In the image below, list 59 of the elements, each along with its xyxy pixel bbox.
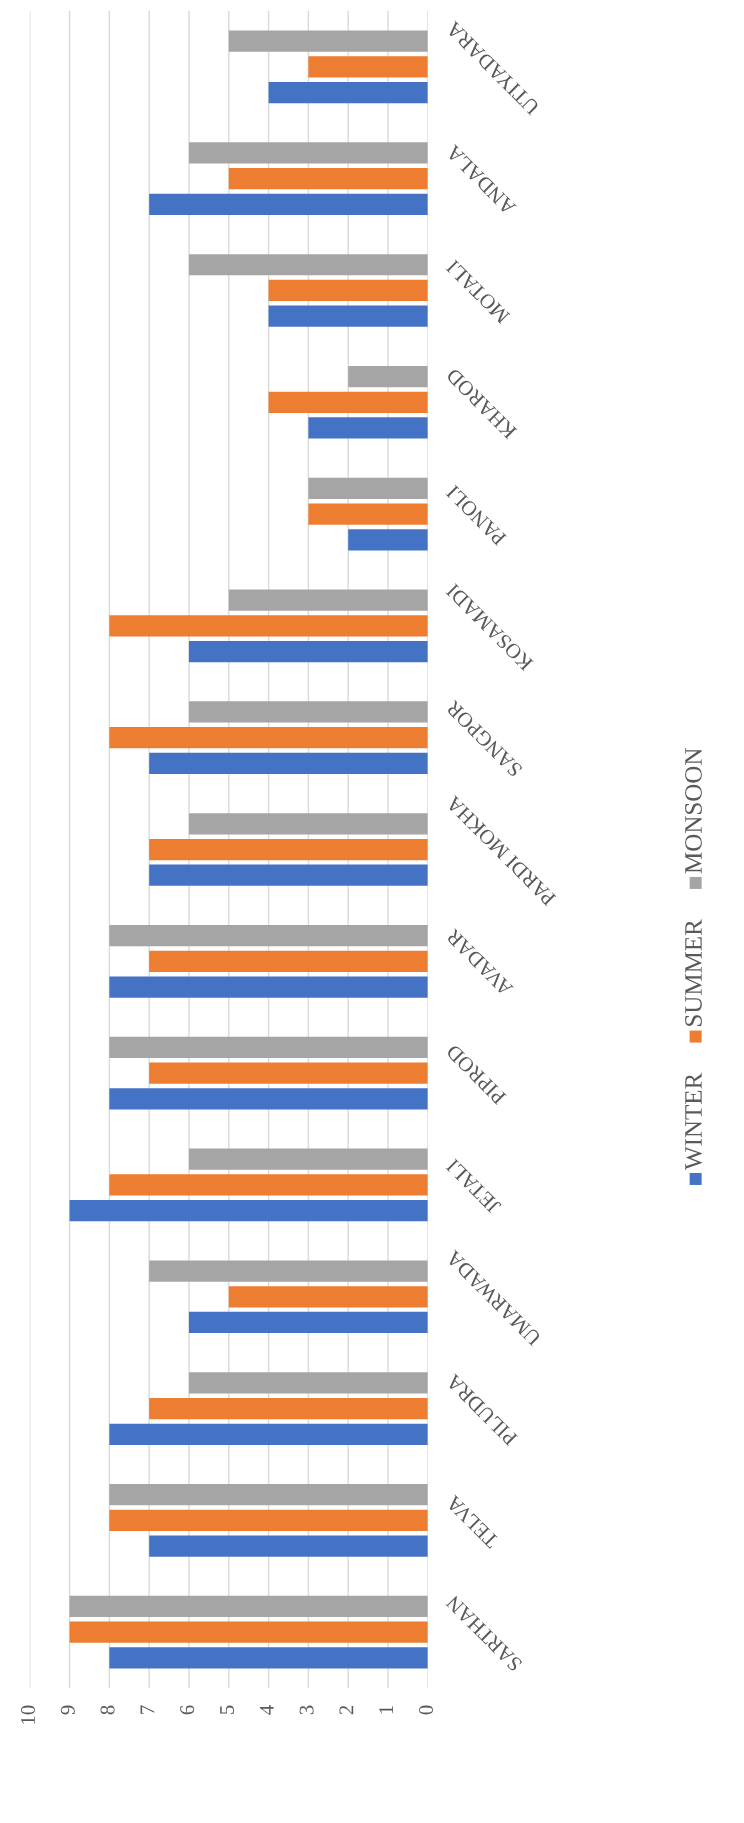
bar: [109, 1036, 428, 1059]
bar: [188, 640, 428, 663]
bar: [268, 305, 428, 327]
bar: [308, 56, 428, 78]
bar: [109, 1647, 428, 1669]
bar: [109, 615, 428, 637]
bar: [109, 1174, 428, 1196]
bar: [268, 81, 428, 104]
bar: [109, 1484, 428, 1506]
bar: [109, 1423, 428, 1445]
x-tick-label: 1: [379, 1706, 394, 1714]
bar: [188, 813, 428, 835]
bar: [149, 752, 428, 775]
x-tick-label: 0: [418, 1705, 434, 1715]
x-tick-label: 3: [299, 1705, 314, 1715]
bar: [149, 864, 428, 886]
bar: [188, 254, 428, 276]
bar: [188, 1372, 428, 1394]
bar: [188, 701, 428, 723]
bar: [69, 1200, 428, 1222]
bar: [69, 1621, 428, 1643]
text: WINTER: [685, 1072, 703, 1170]
bar: [109, 727, 428, 749]
bar: [109, 976, 428, 998]
x-tick-label: 6: [180, 1705, 195, 1715]
bar: [109, 1509, 428, 1531]
bar: [149, 1535, 428, 1557]
bar: [188, 1148, 428, 1170]
x-tick-label: 9: [60, 1705, 75, 1715]
bar: [188, 142, 428, 164]
x-tick-label: 4: [259, 1705, 274, 1715]
bar: [228, 30, 428, 52]
bar: [149, 1397, 428, 1420]
bar: [308, 503, 428, 525]
x-tick-label: 5: [220, 1705, 234, 1714]
bar: [348, 365, 428, 388]
bar: [308, 477, 428, 499]
bar: [149, 1260, 428, 1282]
bar: [228, 589, 428, 611]
x-tick-label: 7: [140, 1705, 155, 1714]
bar: [308, 417, 428, 439]
bar: [149, 838, 428, 861]
bar: [109, 1088, 428, 1110]
bar: [109, 924, 428, 947]
bar: [69, 1595, 428, 1618]
bar: [149, 1062, 428, 1084]
bar: [348, 529, 428, 551]
bar: [149, 950, 428, 972]
bar: [149, 193, 428, 215]
x-tick-label: 10: [20, 1705, 35, 1724]
text: MONSOON: [685, 748, 702, 874]
bar: [228, 1286, 428, 1308]
x-tick-label: 8: [100, 1705, 115, 1715]
bar: [188, 1311, 428, 1334]
bar: [228, 168, 428, 190]
bar: [268, 279, 428, 302]
text: SUMMER: [685, 919, 702, 1026]
bar: [268, 391, 428, 413]
x-tick-label: 2: [339, 1705, 354, 1715]
